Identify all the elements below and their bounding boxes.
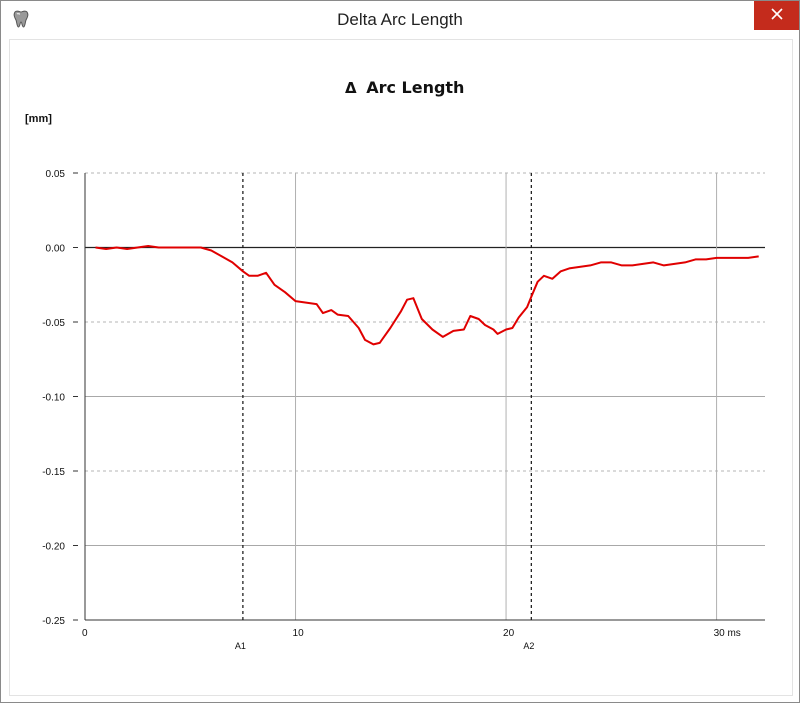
chart-title-text: Arc Length bbox=[366, 78, 464, 97]
tooth-icon bbox=[11, 9, 31, 29]
series-line bbox=[95, 245, 759, 346]
y-tick-label: -0.05 bbox=[42, 318, 65, 329]
chart-title-prefix: Δ bbox=[345, 79, 357, 97]
x-tick-label: 20 bbox=[503, 628, 515, 639]
window-title: Delta Arc Length bbox=[337, 10, 463, 29]
x-tick-label: 0 bbox=[82, 628, 88, 639]
y-tick-label: -0.10 bbox=[42, 393, 65, 404]
chart-panel: Δ Arc Length [mm] A1 A2 0.05 0.00 -0.05 -0.1… bbox=[9, 39, 793, 696]
y-tick-label: -0.20 bbox=[42, 542, 65, 553]
chart-title: Δ Arc Length bbox=[345, 78, 464, 97]
close-button[interactable] bbox=[754, 1, 799, 30]
x-tick-label: 10 bbox=[293, 628, 305, 639]
close-icon bbox=[770, 7, 783, 25]
y-axis-unit: [mm] bbox=[25, 113, 52, 125]
marker-label-a2: A2 bbox=[523, 641, 534, 651]
x-tick-label: 30 ms bbox=[714, 628, 741, 639]
y-tick-label: 0.00 bbox=[46, 244, 66, 255]
arc-length-chart: Δ Arc Length [mm] A1 A2 0.05 0.00 -0.05 -0.1… bbox=[25, 78, 765, 651]
y-tick-label: -0.25 bbox=[42, 616, 65, 627]
y-tick-label: 0.05 bbox=[46, 169, 66, 180]
title-bar[interactable]: Delta Arc Length bbox=[1, 1, 799, 39]
marker-label-a1: A1 bbox=[235, 641, 246, 651]
y-tick-label: -0.15 bbox=[42, 467, 65, 478]
